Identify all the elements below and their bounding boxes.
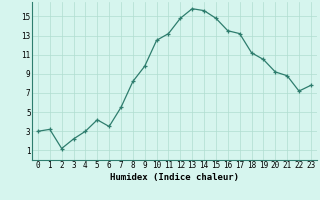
X-axis label: Humidex (Indice chaleur): Humidex (Indice chaleur): [110, 173, 239, 182]
